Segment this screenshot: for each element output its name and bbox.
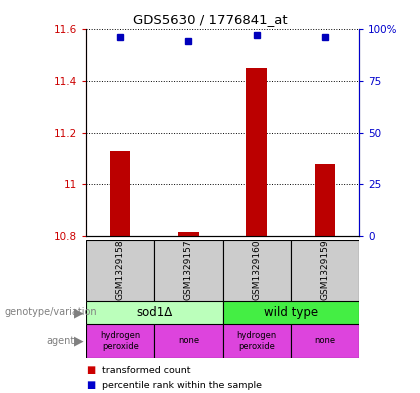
Bar <box>291 324 359 358</box>
Bar <box>86 240 155 301</box>
Text: hydrogen
peroxide: hydrogen peroxide <box>236 331 277 351</box>
Bar <box>155 324 223 358</box>
Text: sod1Δ: sod1Δ <box>136 306 173 319</box>
Text: ▶: ▶ <box>74 306 83 319</box>
Bar <box>86 324 155 358</box>
Bar <box>223 240 291 301</box>
Text: none: none <box>178 336 199 345</box>
Bar <box>291 240 359 301</box>
Text: transformed count: transformed count <box>102 365 191 375</box>
Text: none: none <box>315 336 336 345</box>
Bar <box>247 68 267 236</box>
Text: ▶: ▶ <box>74 334 83 347</box>
Bar <box>86 301 223 324</box>
Bar <box>223 324 291 358</box>
Bar <box>110 151 131 236</box>
Bar <box>223 301 359 324</box>
Text: ■: ■ <box>86 380 95 390</box>
Text: GDS5630 / 1776841_at: GDS5630 / 1776841_at <box>133 13 287 26</box>
Text: wild type: wild type <box>264 306 318 319</box>
Text: GSM1329157: GSM1329157 <box>184 240 193 301</box>
Text: percentile rank within the sample: percentile rank within the sample <box>102 381 262 390</box>
Text: agent: agent <box>46 336 74 346</box>
Text: GSM1329158: GSM1329158 <box>116 240 125 301</box>
Text: ■: ■ <box>86 365 95 375</box>
Text: hydrogen
peroxide: hydrogen peroxide <box>100 331 140 351</box>
Text: genotype/variation: genotype/variation <box>4 307 97 318</box>
Bar <box>178 232 199 236</box>
Text: GSM1329160: GSM1329160 <box>252 240 261 301</box>
Text: GSM1329159: GSM1329159 <box>320 240 329 301</box>
Bar <box>155 240 223 301</box>
Bar <box>315 163 335 236</box>
